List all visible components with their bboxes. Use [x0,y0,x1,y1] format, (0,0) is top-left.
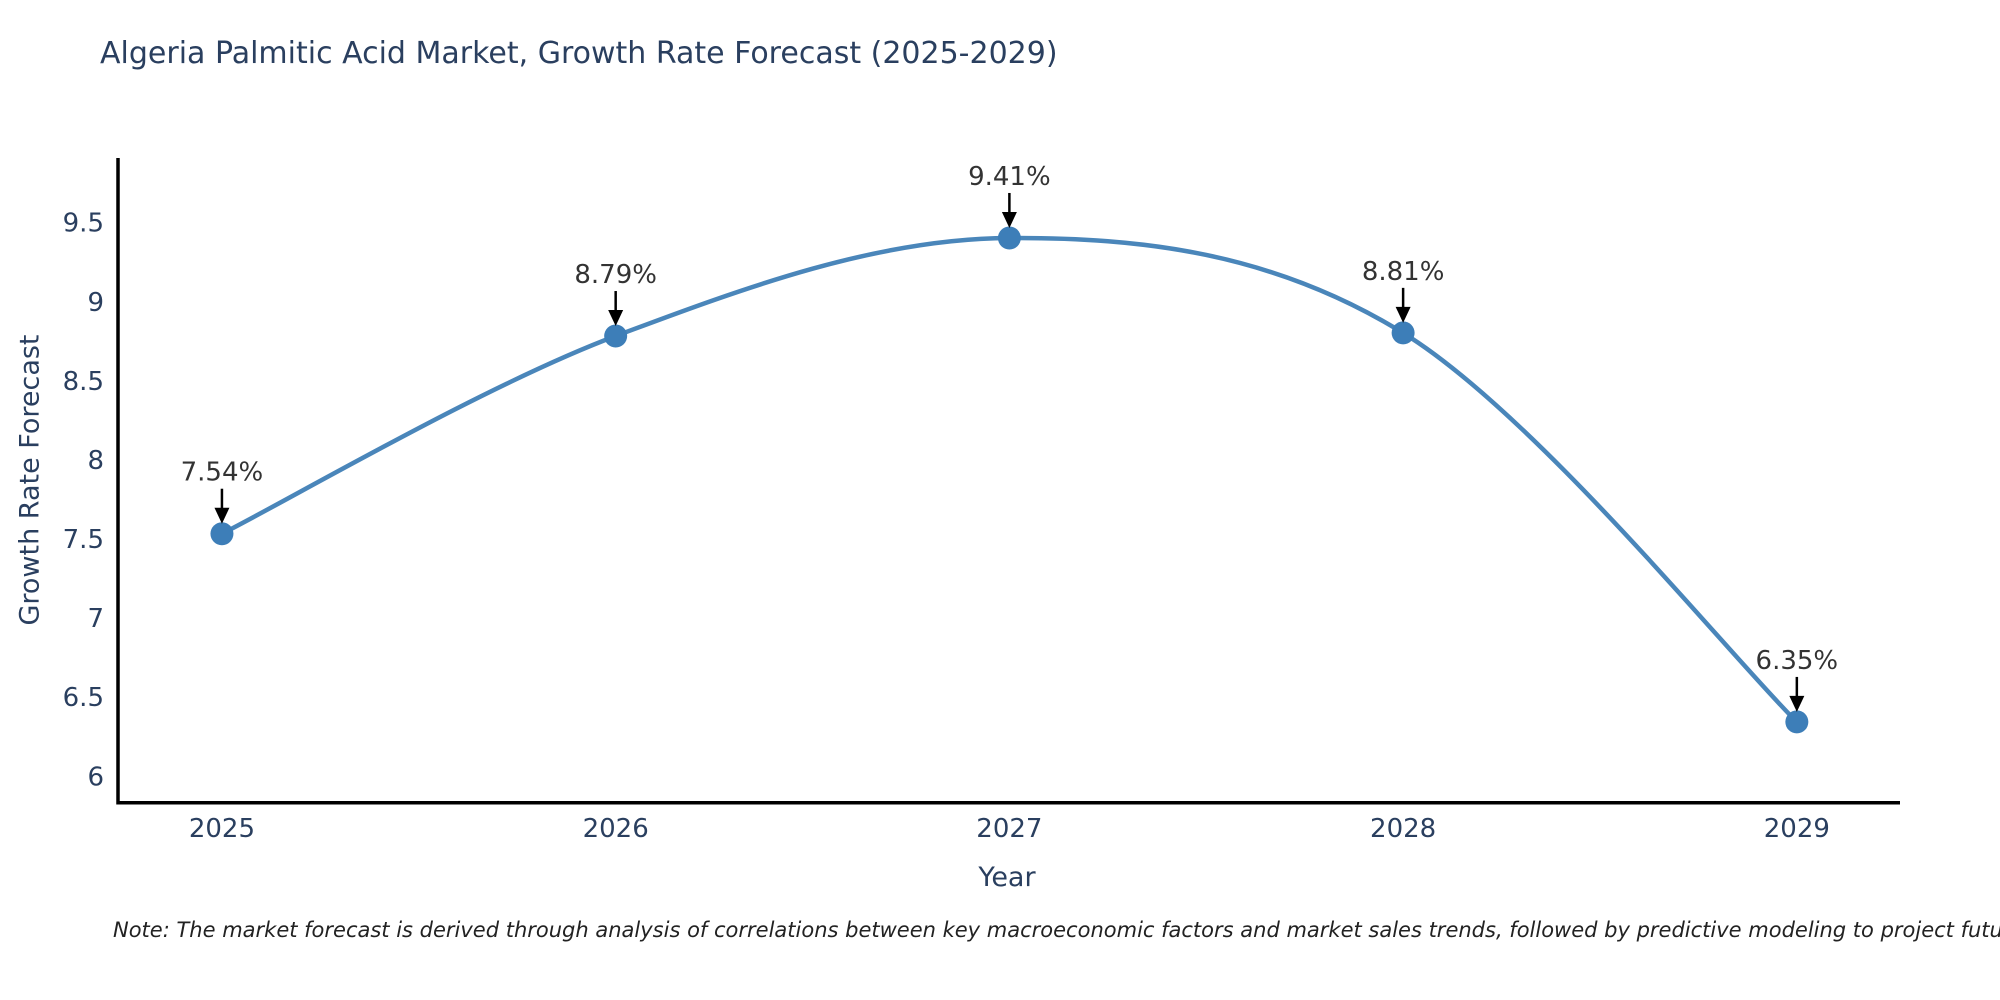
chart-title: Algeria Palmitic Acid Market, Growth Rat… [100,36,1058,71]
x-tick-label: 2026 [583,814,649,844]
footnote: Note: The market forecast is derived thr… [113,918,2000,942]
annotation-arrow-head [214,507,230,524]
point-label: 8.79% [574,260,657,290]
data-point-2025[interactable] [210,522,234,546]
x-tick-label: 2028 [1370,814,1436,844]
x-tick-label: 2029 [1764,814,1830,844]
x-tick-label: 2027 [976,814,1042,844]
point-label: 8.81% [1362,257,1445,287]
data-point-2026[interactable] [604,324,628,348]
y-tick-label: 9.5 [63,209,104,239]
y-tick-label: 7 [87,604,104,634]
y-tick-label: 8.5 [63,367,104,397]
annotation-arrow-head [1001,211,1017,228]
trend-line [219,235,1800,725]
annotation-arrow-head [1395,306,1411,323]
point-label: 9.41% [968,162,1051,192]
y-axis-title: Growth Rate Forecast [14,334,46,626]
y-tick-label: 7.5 [63,525,104,555]
annotation-arrow-head [1789,695,1805,712]
y-tick-label: 8 [87,446,104,476]
annotation-arrow-head [608,310,624,327]
axis-lines [116,158,1900,805]
data-point-2027[interactable] [997,226,1021,250]
x-axis-title: Year [978,862,1036,893]
y-tick-label: 9 [87,288,104,318]
y-tick-label: 6 [87,762,104,792]
y-tick-label: 6.5 [63,683,104,713]
point-label: 7.54% [181,458,264,488]
point-label: 6.35% [1756,646,1839,676]
data-point-2029[interactable] [1785,710,1809,734]
data-point-2028[interactable] [1391,321,1415,345]
x-tick-label: 2025 [189,814,255,844]
